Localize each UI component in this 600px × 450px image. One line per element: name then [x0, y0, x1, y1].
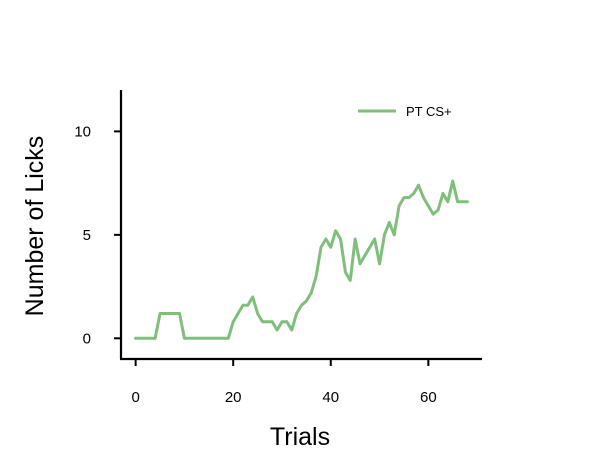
y-ticks: 0 5 10	[74, 123, 121, 347]
y-tick-label: 10	[74, 123, 91, 140]
x-axis-title: Trials	[270, 423, 330, 450]
x-tick-label: 20	[225, 389, 242, 406]
series-line-pt-cs-plus	[134, 179, 469, 340]
x-ticks: 0 20 40 60	[131, 359, 437, 406]
legend-label-pt-cs-plus: PT CS+	[406, 104, 452, 119]
x-tick-label: 0	[131, 389, 139, 406]
x-tick-label: 60	[420, 389, 437, 406]
series-layer	[134, 179, 469, 340]
legend: PT CS+	[358, 104, 452, 119]
axes: 0 20 40 60 0 5 10	[74, 90, 482, 406]
y-axis-title: Number of Licks	[21, 136, 49, 317]
y-tick-label: 0	[83, 330, 91, 347]
x-tick-label: 40	[322, 389, 339, 406]
y-tick-label: 5	[83, 227, 91, 244]
